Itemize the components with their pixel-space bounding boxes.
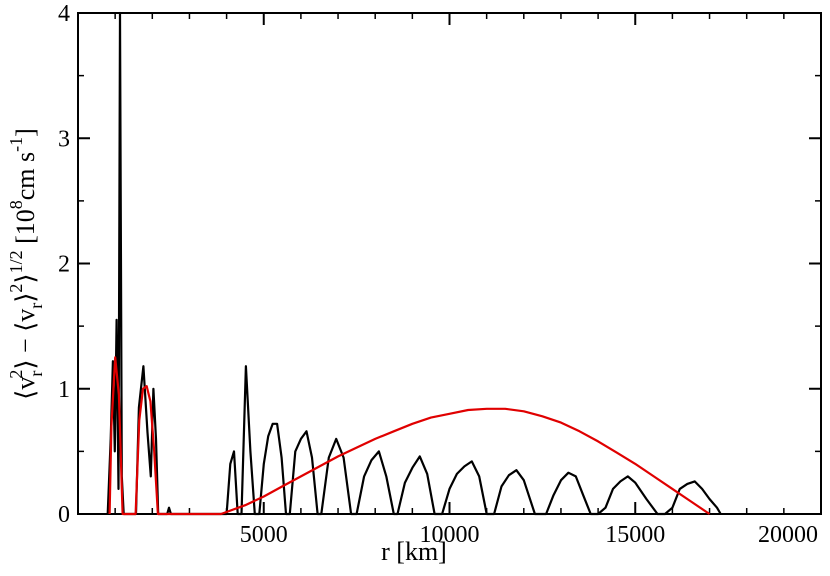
plot-frame	[77, 12, 822, 515]
series-line-red	[108, 356, 711, 516]
y-tick-label: 1	[58, 377, 70, 403]
x-tick-label: 10000	[420, 522, 480, 548]
series-layer	[106, 11, 722, 516]
y-tick-label: 4	[58, 1, 70, 27]
y-tick-label: 0	[58, 502, 70, 528]
x-axis-ticks: 5000 10000 15000 20000	[114, 13, 822, 548]
x-tick-label: 20000	[758, 522, 818, 548]
x-tick-label: 5000	[240, 522, 288, 548]
series-line-black	[106, 11, 722, 516]
y-tick-label: 3	[58, 126, 70, 152]
y-axis-ticks: 0 1 2 3 4	[58, 1, 821, 528]
x-tick-label: 15000	[605, 522, 665, 548]
x-axis-label: r [km]	[381, 537, 447, 566]
y-axis-label: ⟨vr2⟩ − ⟨vr⟩2⟩1/2 [108cm s-1]	[6, 128, 46, 400]
y-tick-label: 2	[58, 252, 70, 278]
